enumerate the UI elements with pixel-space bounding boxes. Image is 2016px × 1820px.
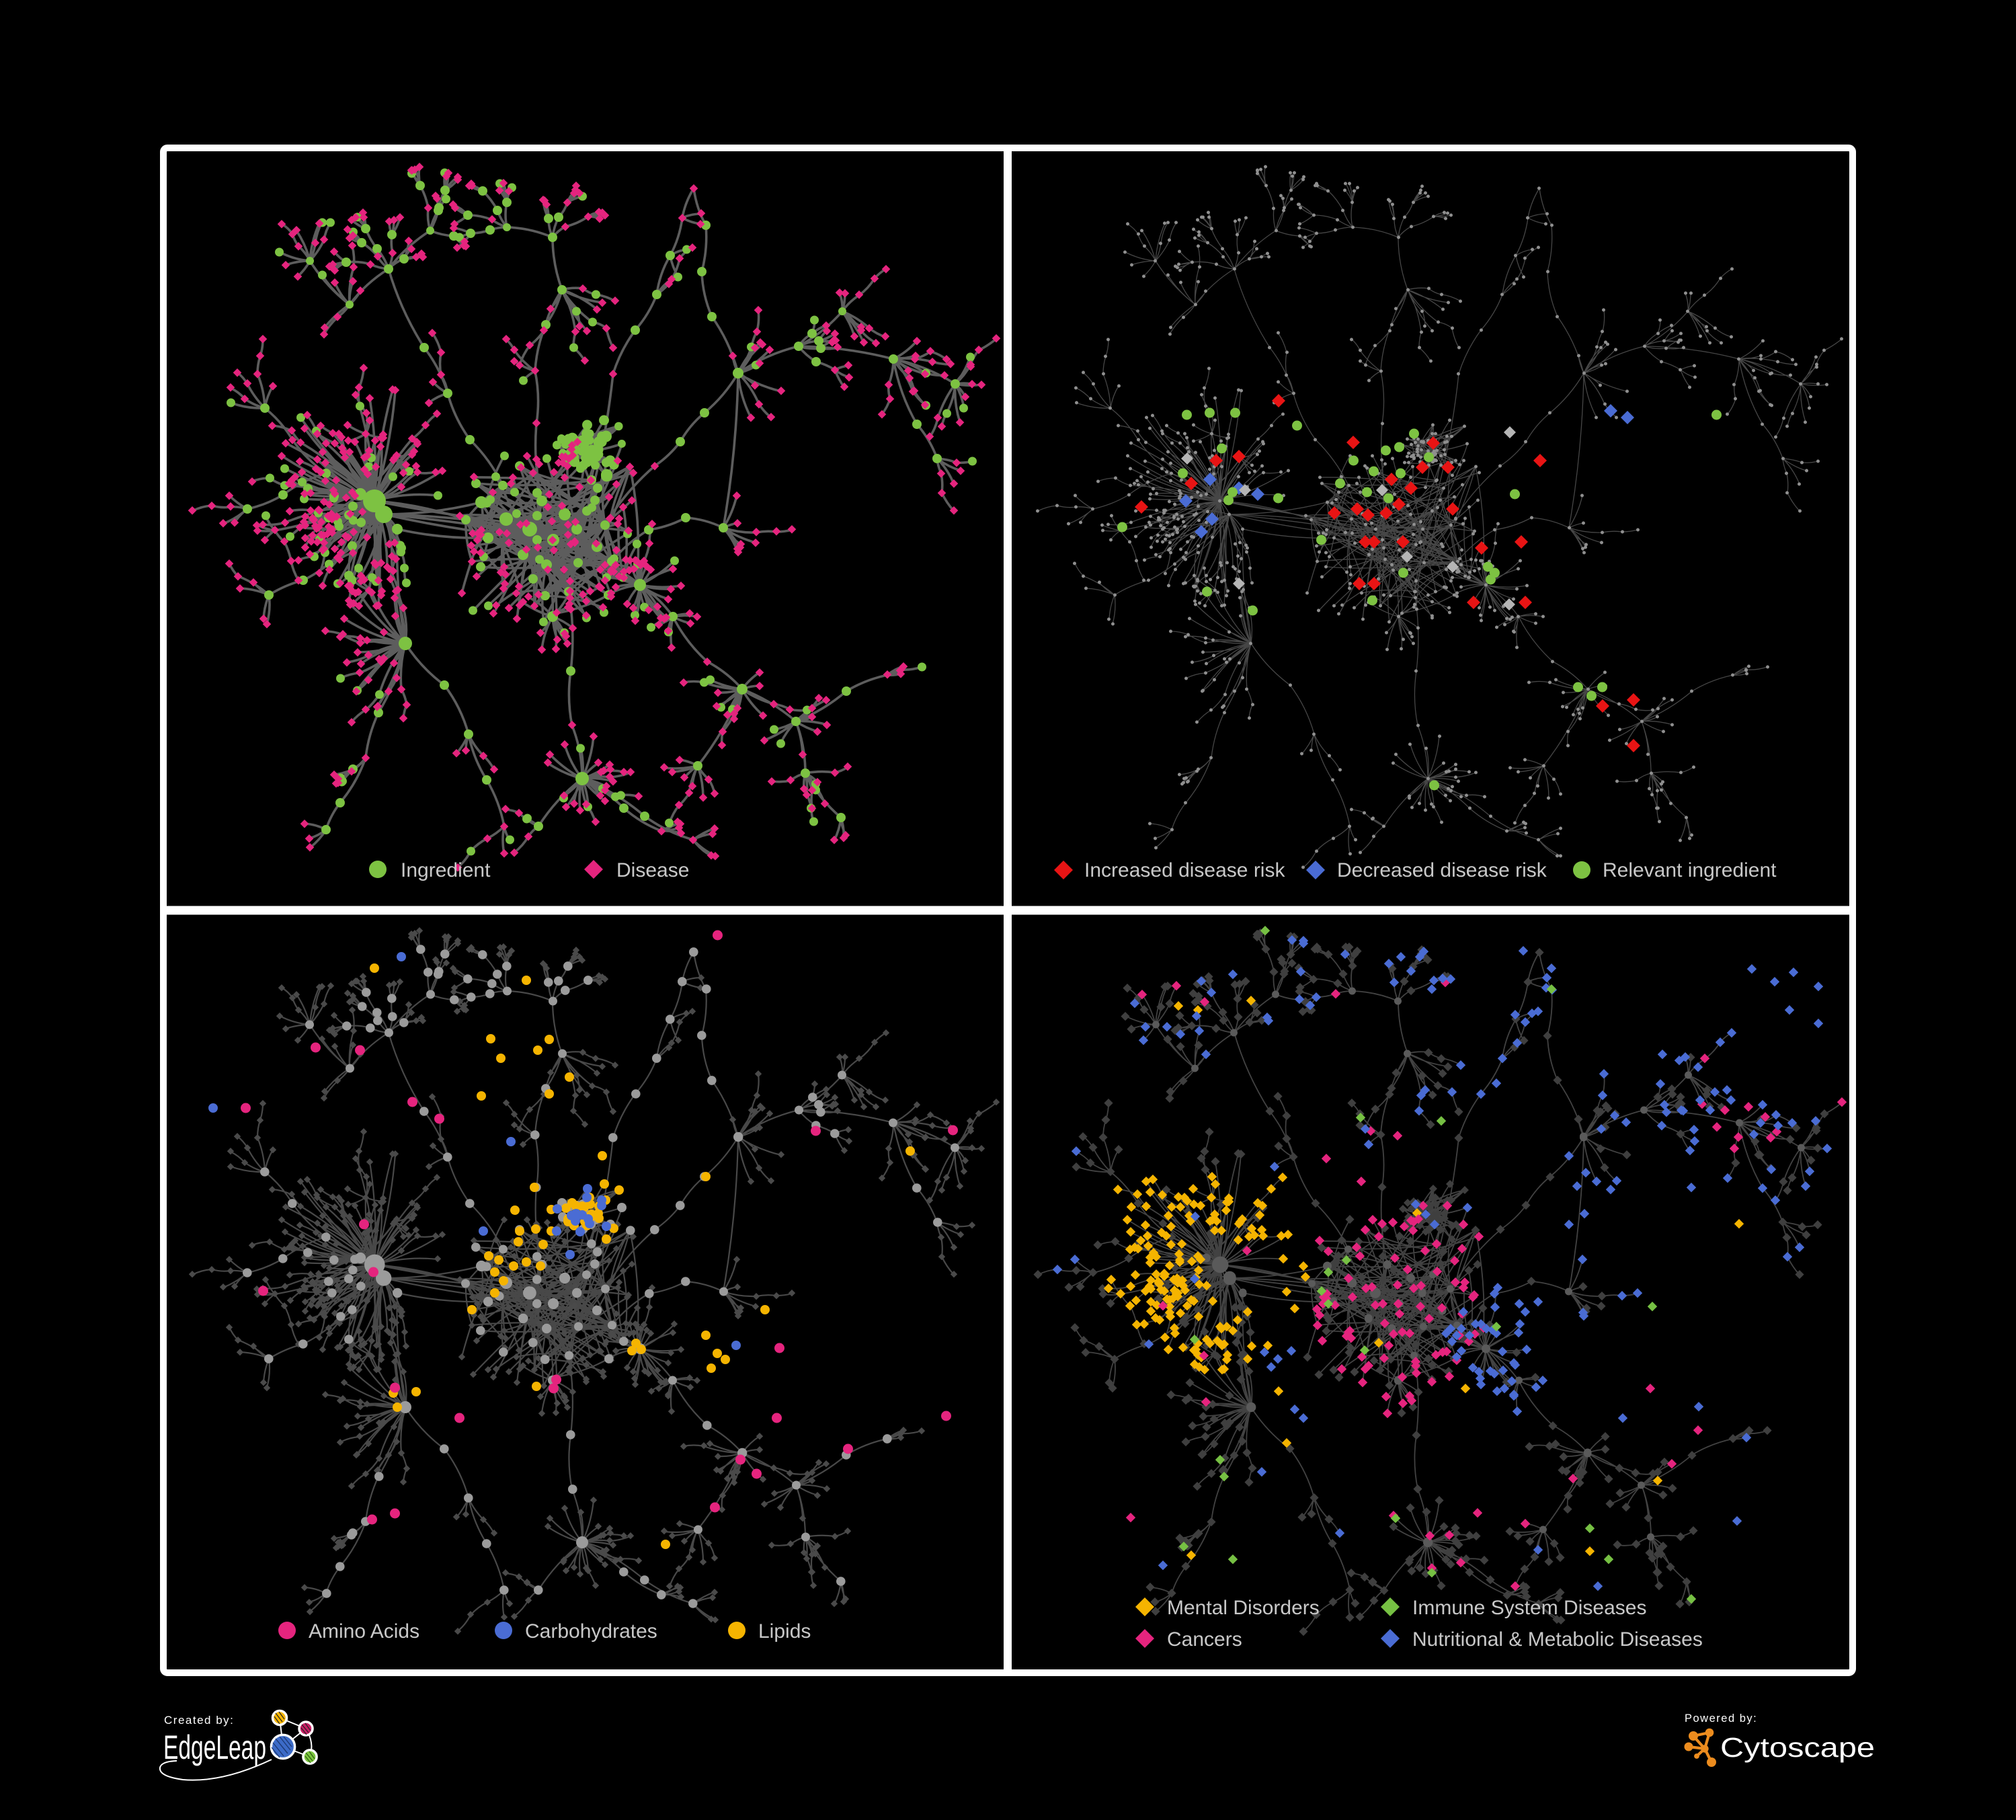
svg-text:Nutritional & Metabolic Diseas: Nutritional & Metabolic Diseases <box>1412 1628 1703 1651</box>
svg-text:Carbohydrates: Carbohydrates <box>525 1620 657 1643</box>
svg-text:Cytoscape: Cytoscape <box>1720 1732 1875 1763</box>
svg-text:Amino Acids: Amino Acids <box>309 1620 419 1643</box>
svg-text:Created by:: Created by: <box>164 1714 234 1727</box>
svg-text:Cancers: Cancers <box>1167 1628 1242 1651</box>
svg-text:Decreased disease risk: Decreased disease risk <box>1337 859 1547 881</box>
svg-text:Lipids: Lipids <box>758 1620 811 1643</box>
svg-text:Ingredient: Ingredient <box>401 859 491 881</box>
svg-text:Disease: Disease <box>616 859 689 881</box>
svg-text:Mental Disorders: Mental Disorders <box>1167 1597 1320 1619</box>
svg-text:Relevant ingredient: Relevant ingredient <box>1603 859 1777 881</box>
svg-text:EdgeLeap: EdgeLeap <box>163 1729 266 1766</box>
svg-text:Increased disease risk: Increased disease risk <box>1084 859 1285 881</box>
svg-text:Powered by:: Powered by: <box>1685 1712 1757 1725</box>
svg-text:Immune System Diseases: Immune System Diseases <box>1412 1597 1646 1619</box>
